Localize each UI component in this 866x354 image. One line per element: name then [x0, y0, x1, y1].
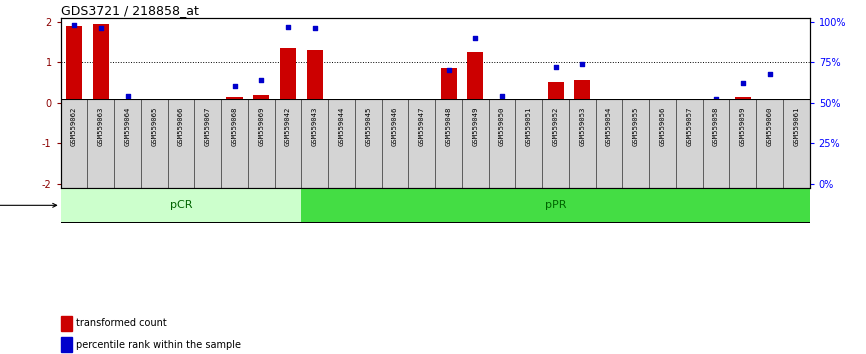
Text: GSM559067: GSM559067 [204, 106, 210, 145]
Bar [414, 103, 430, 129]
Point [656, 158, 669, 164]
Text: GSM559068: GSM559068 [231, 106, 237, 145]
Text: GSM559060: GSM559060 [766, 106, 772, 145]
Point [763, 71, 777, 76]
Point [522, 109, 536, 115]
Bar [601, 103, 617, 115]
Text: GSM559064: GSM559064 [125, 106, 131, 145]
Text: GSM559042: GSM559042 [285, 106, 291, 145]
Text: GSM559043: GSM559043 [312, 106, 318, 145]
Bar [61, 337, 72, 352]
Text: GSM559056: GSM559056 [660, 106, 666, 145]
Bar [93, 24, 109, 103]
Bar [280, 48, 296, 103]
Point [709, 97, 723, 102]
Point [495, 93, 509, 99]
Bar [227, 97, 242, 103]
Text: GSM559051: GSM559051 [526, 106, 532, 145]
Point [67, 22, 81, 28]
Text: GSM559058: GSM559058 [713, 106, 719, 145]
Bar [173, 103, 189, 105]
Point [94, 25, 107, 31]
Bar [574, 80, 591, 103]
Text: transformed count: transformed count [75, 318, 166, 329]
Point [682, 161, 696, 167]
Text: GSM559065: GSM559065 [152, 106, 158, 145]
FancyBboxPatch shape [301, 188, 810, 222]
Text: GSM559044: GSM559044 [339, 106, 345, 145]
Text: GSM559069: GSM559069 [258, 106, 264, 145]
Point [334, 106, 348, 112]
Point [388, 165, 402, 170]
Text: pCR: pCR [170, 200, 192, 210]
Bar [494, 103, 510, 105]
Text: GSM559048: GSM559048 [445, 106, 451, 145]
Bar [520, 99, 537, 103]
Point [415, 129, 429, 135]
Text: GSM559062: GSM559062 [71, 106, 77, 145]
Bar [120, 103, 135, 105]
Text: GSM559059: GSM559059 [740, 106, 746, 145]
Text: GSM559050: GSM559050 [499, 106, 505, 145]
Bar [61, 316, 72, 331]
Bar [387, 103, 403, 155]
Bar [200, 103, 216, 105]
Bar [146, 103, 162, 115]
Text: disease state: disease state [0, 200, 56, 210]
Point [228, 84, 242, 89]
Bar [253, 95, 269, 103]
Bar [761, 103, 778, 107]
Bar [307, 50, 323, 103]
FancyBboxPatch shape [61, 99, 810, 188]
Text: GSM559054: GSM559054 [606, 106, 612, 145]
Text: GSM559053: GSM559053 [579, 106, 585, 145]
Point [575, 61, 589, 67]
Text: GDS3721 / 218858_at: GDS3721 / 218858_at [61, 4, 198, 17]
Point [736, 80, 750, 86]
Point [255, 77, 268, 83]
Bar [66, 26, 82, 103]
Text: GSM559045: GSM559045 [365, 106, 372, 145]
Point [120, 93, 134, 99]
FancyBboxPatch shape [61, 188, 810, 223]
Bar [788, 103, 805, 117]
Point [629, 152, 643, 157]
Bar [468, 52, 483, 103]
Point [361, 122, 375, 128]
Text: percentile rank within the sample: percentile rank within the sample [75, 339, 241, 350]
Text: GSM559049: GSM559049 [472, 106, 478, 145]
Point [174, 100, 188, 105]
Bar [441, 68, 456, 103]
Bar [655, 103, 670, 129]
Text: GSM559057: GSM559057 [687, 106, 692, 145]
Bar [360, 103, 377, 133]
Text: pPR: pPR [545, 200, 566, 210]
Bar [734, 97, 751, 103]
Point [281, 24, 295, 29]
Bar [682, 103, 697, 123]
Text: GSM559061: GSM559061 [793, 106, 799, 145]
Bar [333, 103, 350, 119]
Point [307, 25, 321, 31]
Text: GSM559052: GSM559052 [553, 106, 559, 145]
Bar [708, 101, 724, 103]
Point [201, 100, 215, 105]
Point [442, 68, 456, 73]
Point [790, 109, 804, 115]
Text: GSM559047: GSM559047 [419, 106, 425, 145]
Text: GSM559046: GSM559046 [392, 106, 398, 145]
Bar [547, 82, 564, 103]
Text: GSM559055: GSM559055 [633, 106, 639, 145]
Text: GSM559066: GSM559066 [178, 106, 184, 145]
Point [602, 116, 616, 122]
Text: GSM559063: GSM559063 [98, 106, 104, 145]
FancyBboxPatch shape [61, 188, 301, 222]
Point [147, 106, 161, 112]
Bar [628, 103, 643, 129]
Point [549, 64, 563, 70]
Point [469, 35, 482, 41]
